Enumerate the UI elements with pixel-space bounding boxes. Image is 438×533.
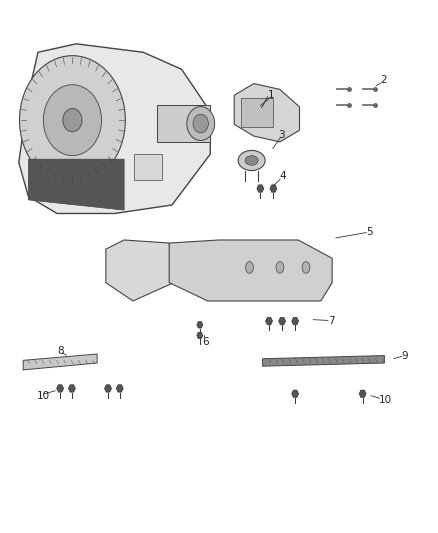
- Ellipse shape: [302, 262, 310, 273]
- Polygon shape: [19, 44, 210, 214]
- Text: 2: 2: [380, 75, 387, 85]
- Polygon shape: [270, 185, 277, 192]
- Text: 8: 8: [57, 346, 64, 357]
- Bar: [157, 105, 210, 142]
- Circle shape: [193, 114, 208, 133]
- Polygon shape: [116, 385, 123, 392]
- Polygon shape: [23, 354, 97, 370]
- Text: 5: 5: [366, 227, 373, 237]
- Polygon shape: [57, 385, 64, 392]
- Polygon shape: [359, 390, 366, 398]
- Polygon shape: [279, 318, 286, 325]
- Polygon shape: [265, 318, 272, 325]
- Bar: [241, 98, 273, 127]
- Polygon shape: [106, 240, 174, 301]
- Polygon shape: [257, 185, 264, 192]
- Text: 3: 3: [279, 130, 285, 140]
- Circle shape: [63, 109, 82, 132]
- Polygon shape: [197, 321, 203, 328]
- Polygon shape: [234, 84, 300, 142]
- Text: 10: 10: [37, 391, 50, 401]
- Text: 7: 7: [328, 316, 335, 326]
- Polygon shape: [292, 318, 299, 325]
- Ellipse shape: [245, 156, 258, 165]
- Polygon shape: [262, 356, 385, 366]
- Polygon shape: [28, 159, 124, 210]
- Text: 1: 1: [268, 90, 274, 100]
- Polygon shape: [105, 385, 112, 392]
- Text: 6: 6: [202, 337, 209, 347]
- Ellipse shape: [276, 262, 284, 273]
- Polygon shape: [68, 385, 75, 392]
- Text: 10: 10: [379, 395, 392, 405]
- Circle shape: [43, 85, 102, 156]
- Ellipse shape: [238, 150, 265, 171]
- Polygon shape: [292, 390, 299, 398]
- Bar: [134, 154, 162, 180]
- Ellipse shape: [246, 262, 253, 273]
- Text: 4: 4: [279, 172, 286, 181]
- Polygon shape: [169, 240, 332, 301]
- Text: 9: 9: [402, 351, 408, 361]
- Polygon shape: [197, 332, 203, 338]
- Circle shape: [187, 107, 215, 141]
- Circle shape: [20, 55, 125, 184]
